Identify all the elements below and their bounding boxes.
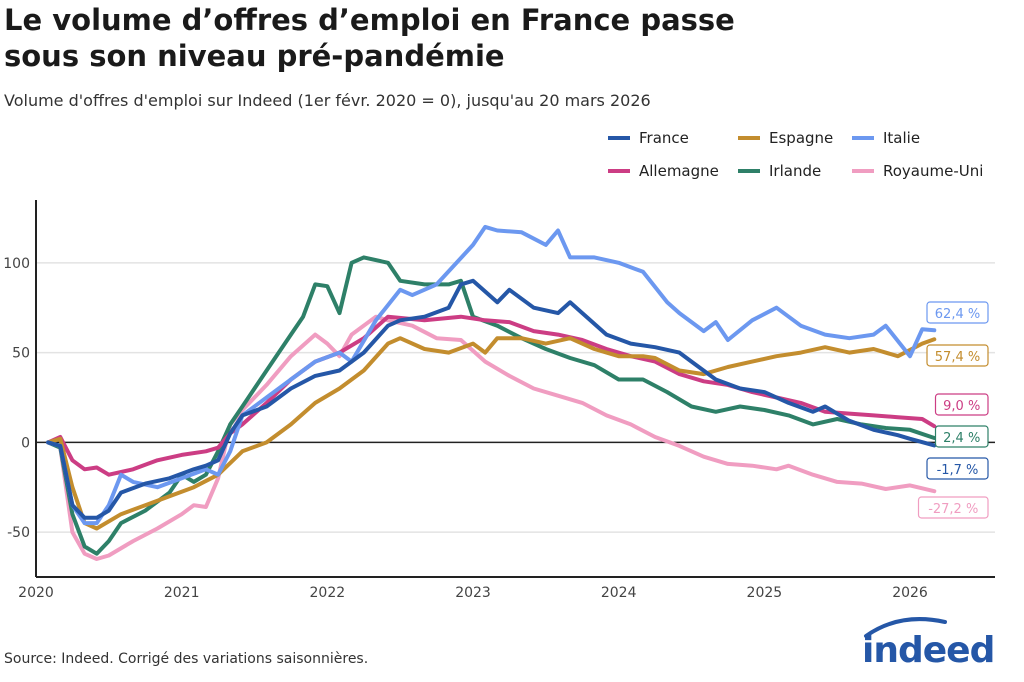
end-label-box [934,393,989,416]
title-line-1: Le volume d’offres d’emploi en France pa… [4,3,735,37]
x-tick-label: 2025 [747,585,783,601]
x-tick-label: 2022 [310,585,346,601]
legend-label: Irlande [769,162,821,180]
x-tick-label: 2026 [892,585,928,601]
chart-subtitle: Volume d'offres d'emploi sur Indeed (1er… [4,91,651,110]
legend-label: Royaume-Uni [883,162,983,180]
end-label-text: 2,4 % [943,431,980,446]
end-label-box [934,425,989,448]
legend-item-royaume-uni: Royaume-Uni [852,162,983,180]
legend-label: France [639,129,689,147]
end-label-box [926,457,989,480]
legend-item-allemagne: Allemagne [608,162,719,180]
grid [36,262,995,533]
legend-item-italie: Italie [852,129,920,147]
legend-item-irlande: Irlande [738,162,821,180]
end-label-irlande: 2,4 % [934,425,989,448]
x-tick-label: 2021 [164,585,200,601]
end-label-allemagne: 9,0 % [934,393,989,416]
series-line-france [46,278,937,520]
x-tick-label: 2024 [601,585,637,601]
end-labels: -27,2 % 2,4 % 9,0 % 57,4 % 62,4 % -1,7 % [917,301,989,519]
svg-text:indeed: indeed [862,630,994,671]
end-label-text: 57,4 % [935,350,980,365]
y-tick-label: -50 [7,525,30,541]
chart-title: Le volume d’offres d’emploi en France pa… [4,2,1004,74]
source-note: Source: Indeed. Corrigé des variations s… [4,651,369,667]
end-label-text: -1,7 % [937,463,979,478]
end-label-espagne: 57,4 % [926,344,989,367]
series-line-espagne [46,336,937,531]
legend-label: Italie [883,129,920,147]
end-label-france: -1,7 % [926,457,989,480]
series-lines [46,224,937,561]
legend-item-france: France [608,129,689,147]
end-label-box [926,344,989,367]
end-label-text: -27,2 % [928,502,978,517]
series-line-allemagne [46,314,937,477]
legend-label: Espagne [769,129,833,147]
y-tick-label: 50 [12,346,30,362]
end-label-text: 9,0 % [943,399,980,414]
legend-item-espagne: Espagne [738,129,833,147]
legend: France Espagne Italie Allemagne Irlande Royau… [608,129,983,180]
legend-label: Allemagne [639,162,719,180]
axes: -50 0 50 100 2020 2021 2022 2023 2024 2025 2026 [3,200,995,601]
indeed-logo: indeed [862,617,995,671]
end-label-italie: 62,4 % [926,301,989,324]
y-tick-label: 0 [21,435,30,451]
end-label-text: 62,4 % [935,307,980,322]
y-tick-label: 100 [3,256,30,272]
end-label-box [926,301,989,324]
title-line-2: sous son niveau pré-pandémie [4,39,505,73]
series-line-italie [46,224,937,526]
end-label-royaume-uni: -27,2 % [917,496,989,519]
series-line-royaume-uni [46,314,937,561]
x-tick-label: 2023 [455,585,491,601]
x-tick-label: 2020 [18,585,54,601]
end-label-box [917,496,989,519]
